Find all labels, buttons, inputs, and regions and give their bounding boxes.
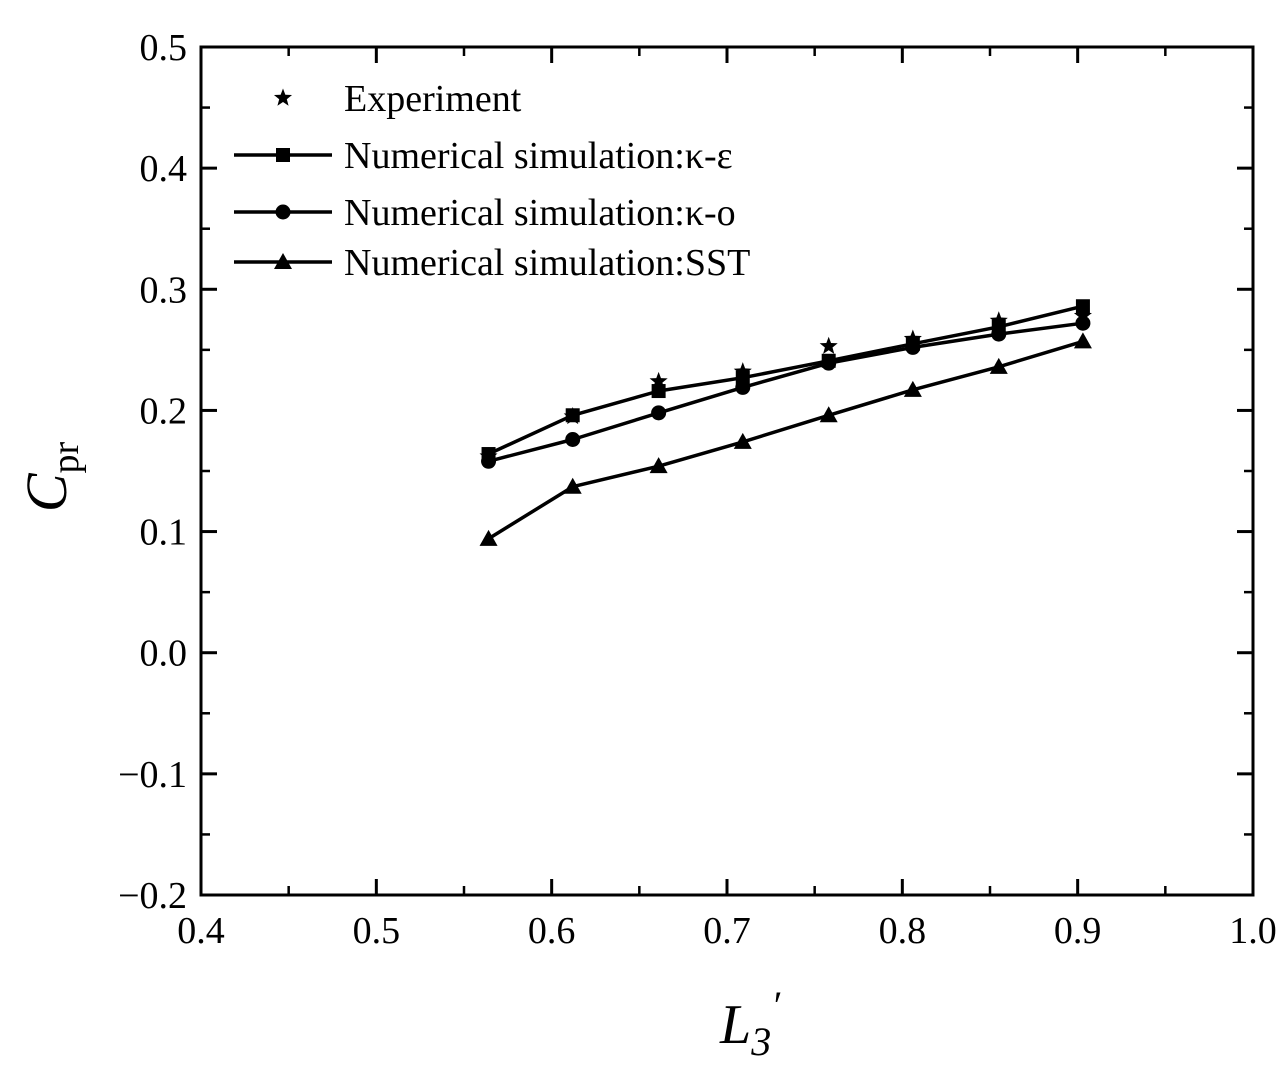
- legend-label: Numerical simulation:κ-o: [344, 192, 736, 234]
- data-point-square: [1075, 299, 1090, 314]
- x-tick-label: 0.7: [703, 910, 751, 952]
- y-tick-label: 0.3: [140, 269, 188, 311]
- legend-item: Numerical simulation:κ-o: [234, 192, 736, 234]
- x-tick-label: 0.8: [879, 910, 927, 952]
- legend-label: Numerical simulation:κ-ε: [344, 135, 733, 177]
- data-point-star: [1073, 306, 1092, 324]
- legend-marker-circle: [275, 204, 291, 220]
- data-point-star: [479, 446, 498, 465]
- axes-layer: 0.4 0.5 0.6 0.7 0.8 0.9 1.0 −0.2 −0.1 0.0 0.1 0.2 0.…: [118, 27, 1277, 952]
- y-tick-label: −0.1: [118, 754, 187, 796]
- data-point-circle: [991, 326, 1007, 342]
- series-line-square: [487, 304, 1084, 456]
- y-tick-label: −0.2: [118, 875, 187, 917]
- data-point-triangle: [479, 529, 498, 546]
- legend-marker-star: [273, 88, 293, 106]
- legend: Experiment Numerical simulation:κ-ε Numeri…: [234, 78, 750, 284]
- x-tick-label: 0.5: [353, 910, 401, 952]
- data-point-triangle: [1073, 332, 1092, 349]
- y-axis-title: Cpr: [14, 441, 87, 512]
- y-tick-label: 0.4: [140, 148, 188, 190]
- y-axis-title-main: C: [14, 472, 79, 512]
- y-tick-label: 0.5: [140, 27, 188, 69]
- data-point-triangle: [733, 432, 752, 449]
- data-point-triangle: [563, 477, 582, 494]
- data-point-star: [649, 371, 668, 390]
- legend-label: Numerical simulation:SST: [344, 242, 750, 284]
- data-point-square: [651, 384, 666, 399]
- legend-marker-square: [276, 148, 290, 162]
- x-axis-title-main: L: [719, 994, 751, 1056]
- data-point-circle: [651, 405, 667, 421]
- legend-label: Experiment: [344, 78, 522, 120]
- data-point-star: [733, 362, 752, 380]
- y-axis-title-sub: pr: [45, 441, 87, 473]
- series-layer: [479, 299, 1092, 546]
- x-tick-label: 0.6: [528, 910, 576, 952]
- data-point-star: [903, 329, 922, 347]
- series-line-circle: [488, 321, 1084, 463]
- data-point-triangle: [903, 380, 922, 397]
- data-point-star: [989, 311, 1008, 329]
- legend-item: Numerical simulation:κ-ε: [234, 135, 733, 177]
- data-point-triangle: [819, 406, 838, 423]
- data-point-triangle: [989, 357, 1008, 374]
- series-line-triangle: [487, 339, 1084, 541]
- series-circle: [481, 315, 1091, 469]
- data-point-circle: [821, 355, 837, 371]
- y-tick-label: 0.0: [140, 633, 188, 675]
- legend-item: Experiment: [273, 78, 522, 120]
- data-point-triangle: [649, 457, 668, 474]
- x-tick-label: 0.4: [177, 910, 225, 952]
- data-point-circle: [565, 432, 581, 448]
- data-point-star: [819, 336, 838, 354]
- x-axis-title: L3′: [719, 983, 781, 1064]
- data-point-circle: [735, 379, 751, 395]
- legend-item: Numerical simulation:SST: [234, 242, 750, 284]
- series-star: [479, 306, 1092, 465]
- x-tick-label: 0.9: [1054, 910, 1102, 952]
- y-tick-label: 0.2: [140, 390, 188, 432]
- data-point-star: [563, 406, 582, 425]
- series-triangle: [479, 332, 1092, 546]
- x-tick-label: 1.0: [1229, 910, 1277, 952]
- x-axis-title-sub: 3: [750, 1019, 771, 1064]
- x-axis-title-sup: ′: [771, 983, 781, 1028]
- legend-marker-triangle: [274, 253, 292, 269]
- y-tick-label: 0.1: [140, 512, 188, 554]
